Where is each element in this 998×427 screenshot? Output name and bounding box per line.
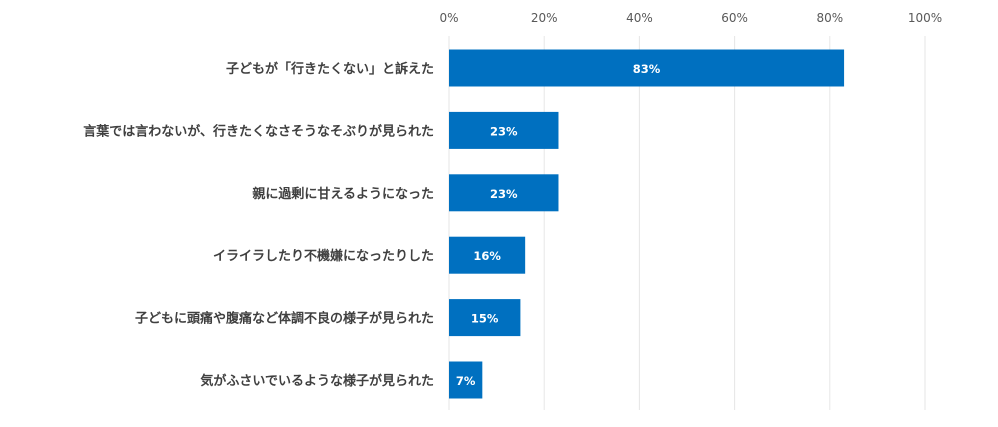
- x-tick-label: 60%: [721, 11, 748, 25]
- category-label: 子どもが「行きたくない」と訴えた: [226, 61, 434, 77]
- x-tick-label: 80%: [816, 11, 843, 25]
- bar: [449, 49, 845, 87]
- bar: [449, 361, 483, 399]
- value-label: 15%: [471, 312, 499, 326]
- value-label: 7%: [456, 374, 476, 388]
- value-label: 83%: [633, 62, 661, 76]
- x-tick-label: 20%: [531, 11, 558, 25]
- category-label: イライラしたり不機嫌になったりした: [213, 248, 434, 264]
- value-labels: 83% 23% 23% 16% 15% 7%: [456, 62, 661, 388]
- category-label: 言葉では言わないが、行きたくなさそうなそぶりが見られた: [83, 123, 434, 139]
- bar: [449, 236, 526, 274]
- bar: [449, 174, 559, 212]
- value-label: 16%: [473, 249, 501, 263]
- x-axis-ticks: 0% 20% 40% 60% 80% 100%: [439, 11, 942, 25]
- x-tick-label: 0%: [439, 11, 458, 25]
- x-tick-label: 100%: [908, 11, 942, 25]
- category-label: 子どもに頭痛や腹痛など体調不良の様子が見られた: [135, 311, 434, 327]
- category-labels: 子どもが「行きたくない」と訴えた言葉では言わないが、行きたくなさそうなそぶりが見…: [83, 61, 434, 389]
- bars: [449, 49, 845, 399]
- value-label: 23%: [490, 187, 518, 201]
- bar: [449, 111, 559, 149]
- value-label: 23%: [490, 124, 518, 138]
- gridlines: [448, 36, 926, 410]
- category-label: 親に過剰に甘えるようになった: [252, 186, 434, 202]
- bar: [449, 299, 521, 337]
- category-label: 気がふさいでいるような様子が見られた: [200, 373, 434, 389]
- x-tick-label: 40%: [626, 11, 653, 25]
